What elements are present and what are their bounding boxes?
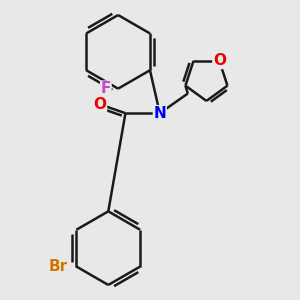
Text: N: N	[153, 106, 166, 121]
Text: O: O	[93, 97, 106, 112]
Text: F: F	[100, 81, 111, 96]
Text: Br: Br	[48, 259, 67, 274]
Text: O: O	[213, 53, 226, 68]
